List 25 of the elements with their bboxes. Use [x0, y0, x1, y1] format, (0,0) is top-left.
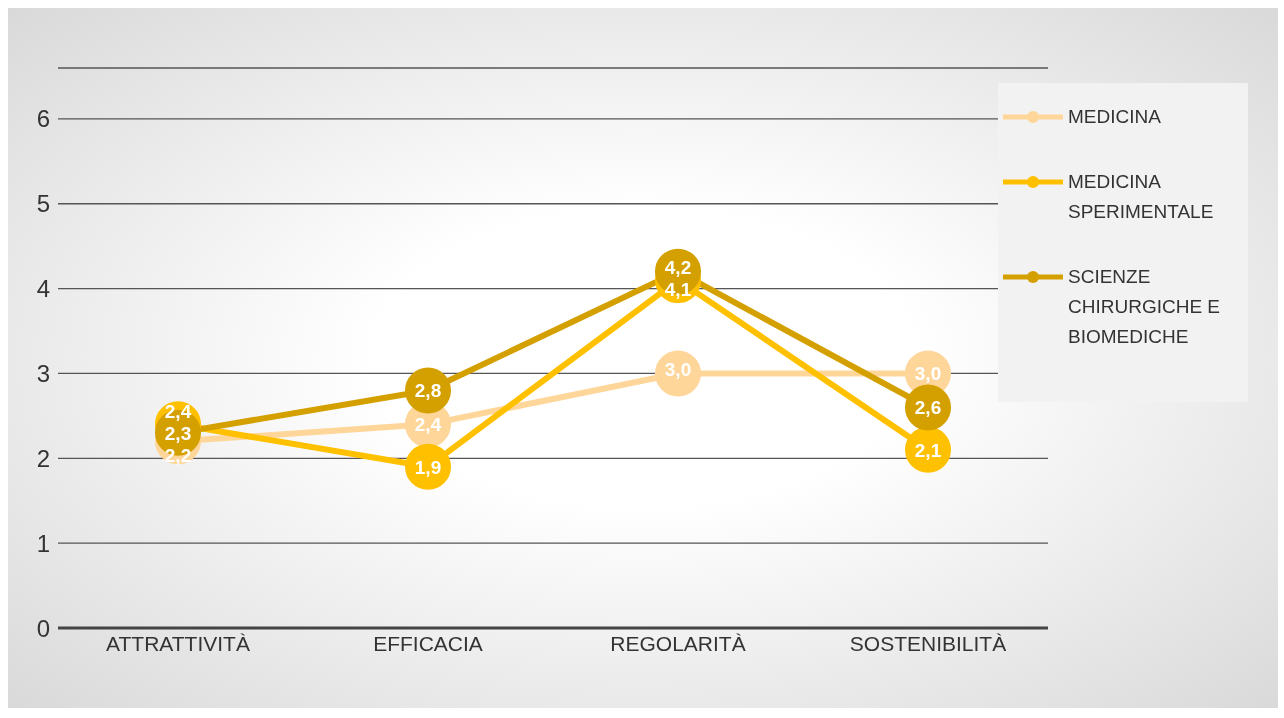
x-tick-label: ATTRATTIVITÀ — [106, 631, 250, 655]
data-label: 2,3 — [164, 422, 192, 444]
data-label: 2,4 — [164, 400, 192, 422]
legend-label: SCIENZE CHIRURGICHE E BIOMEDICHE — [1068, 265, 1221, 349]
y-tick-label: 1 — [36, 529, 50, 557]
data-label: 3,0 — [664, 358, 692, 380]
data-label: 2,8 — [414, 380, 442, 402]
data-label: 2,6 — [914, 397, 942, 419]
data-label: 4,2 — [664, 257, 692, 279]
x-tick-label: SOSTENIBILITÀ — [849, 631, 1007, 655]
data-label: 2,4 — [414, 414, 442, 436]
y-tick-label: 3 — [36, 359, 50, 387]
x-tick-label: REGOLARITÀ — [610, 631, 746, 655]
y-tick-label: 0 — [36, 614, 50, 642]
data-label: 1,9 — [414, 456, 442, 478]
data-label: 3,0 — [914, 363, 942, 385]
data-label: 4,1 — [664, 279, 692, 301]
y-tick-label: 2 — [36, 444, 50, 472]
y-tick-label: 6 — [36, 105, 50, 133]
data-label: 2,1 — [914, 439, 942, 461]
legend-label: MEDICINA — [1068, 105, 1161, 129]
y-tick-label: 5 — [36, 190, 50, 218]
legend-label: MEDICINA SPERIMENTALE — [1068, 170, 1215, 224]
y-tick-label: 4 — [36, 275, 50, 303]
x-tick-label: EFFICACIA — [373, 631, 483, 655]
